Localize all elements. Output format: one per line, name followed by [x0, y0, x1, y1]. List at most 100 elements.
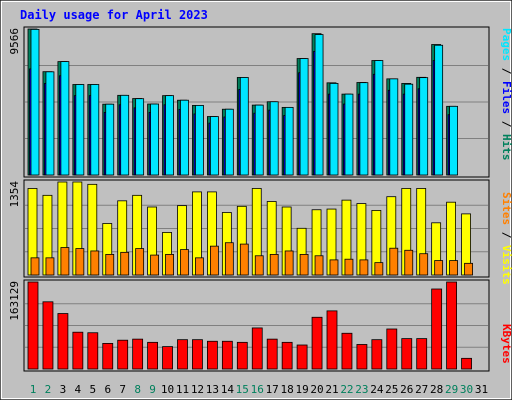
panel2-ymax-label: 1354 [8, 181, 21, 208]
x-tick-label: 9 [149, 383, 156, 396]
bar-pages [314, 34, 324, 176]
bar-kbytes [192, 339, 203, 370]
x-tick-label: 24 [370, 383, 384, 396]
bar-kbytes [326, 310, 338, 370]
bar-kbytes [386, 328, 398, 370]
bar-pages [195, 105, 204, 176]
x-tick-label: 1 [30, 383, 37, 396]
bar-sites [120, 251, 130, 276]
bar-pages [374, 60, 384, 176]
x-tick-label: 10 [161, 383, 174, 396]
bar-sites [374, 262, 384, 276]
bar-pages [150, 103, 160, 176]
bar-pages [180, 99, 189, 176]
x-tick-label: 26 [400, 383, 413, 396]
bar-sites [404, 249, 414, 276]
x-axis-labels: 1 2 3 4 5 6 7 8 9 10 11 12 13 14 15 16 17 18 19 20 21 22 23 24 2… [30, 383, 488, 396]
bar-pages [404, 83, 414, 176]
x-tick-label: 15 [236, 383, 249, 396]
x-tick-label: 22 [340, 383, 353, 396]
bar-kbytes [296, 344, 308, 370]
legend-part: / [500, 61, 512, 81]
bar-kbytes [221, 340, 233, 370]
x-tick-label: 8 [134, 383, 141, 396]
bar-sites [150, 254, 160, 276]
bar-kbytes [356, 344, 368, 370]
bar-pages [254, 104, 264, 176]
bar-sites [60, 247, 70, 276]
bar-pages [449, 105, 459, 176]
bar-pages [389, 78, 399, 176]
bar-sites [254, 255, 264, 276]
legend-part: Sites [500, 192, 512, 225]
bar-pages [344, 93, 354, 176]
bar-kbytes [266, 338, 278, 370]
legend-part: / [500, 225, 512, 245]
bar-sites [434, 260, 444, 276]
bar-sites [30, 257, 40, 276]
bar-marks [27, 28, 473, 370]
bar-kbytes [416, 338, 428, 370]
x-tick-label: 18 [281, 383, 294, 396]
bar-kbytes [431, 288, 443, 370]
bar-pages [419, 77, 429, 176]
bar-kbytes [251, 327, 263, 370]
legend-part: / [500, 114, 512, 134]
panel3-ymax-label: 163129 [8, 281, 21, 321]
bar-kbytes [87, 332, 99, 370]
x-tick-label: 16 [251, 383, 264, 396]
bar-sites [269, 253, 279, 276]
bar-sites [389, 247, 399, 276]
bar-pages [90, 84, 100, 176]
bar-kbytes [401, 338, 413, 370]
bar-sites [464, 262, 473, 276]
legend-part: Files [500, 81, 512, 114]
x-tick-label: 17 [266, 383, 279, 396]
x-tick-label: 20 [310, 383, 323, 396]
x-tick-label: 2 [45, 383, 52, 396]
bar-sites [344, 258, 354, 276]
bar-kbytes [102, 343, 114, 370]
bar-sites [180, 249, 189, 276]
bar-kbytes [162, 346, 173, 370]
bar-pages [239, 77, 249, 176]
legend-part: Visits [500, 245, 512, 285]
bar-sites [284, 250, 294, 276]
bar-kbytes [132, 338, 144, 370]
x-tick-label: 13 [206, 383, 219, 396]
bar-pages [120, 94, 130, 176]
bar-pages [299, 58, 309, 176]
x-tick-label: 3 [60, 383, 67, 396]
bar-sites [299, 253, 309, 276]
bar-pages [105, 103, 115, 176]
legend-part: KBytes [500, 324, 512, 364]
x-tick-label: 31 [475, 383, 488, 396]
legend-part: Hits [500, 134, 512, 161]
bar-sites [75, 248, 85, 276]
x-tick-label: 27 [415, 383, 428, 396]
x-tick-label: 28 [430, 383, 443, 396]
panel3-legend: KBytes [500, 324, 512, 364]
bar-pages [30, 28, 40, 176]
bar-pages [135, 98, 145, 176]
bar-pages [224, 108, 234, 176]
bar-kbytes [446, 281, 458, 370]
panel1-legend: Pages / Files / Hits [500, 28, 512, 161]
bar-sites [224, 242, 234, 276]
x-tick-label: 21 [325, 383, 338, 396]
bar-sites [239, 243, 249, 276]
bar-sites [419, 253, 429, 276]
bar-sites [195, 257, 204, 276]
bar-sites [45, 257, 55, 276]
bar-pages [284, 106, 294, 176]
x-tick-label: 25 [385, 383, 398, 396]
bar-sites [329, 259, 339, 276]
bar-pages [75, 84, 85, 176]
x-tick-label: 30 [460, 383, 473, 396]
bar-pages [45, 71, 55, 176]
bar-pages [60, 61, 70, 176]
x-tick-label: 14 [221, 383, 235, 396]
bar-pages [329, 83, 339, 176]
